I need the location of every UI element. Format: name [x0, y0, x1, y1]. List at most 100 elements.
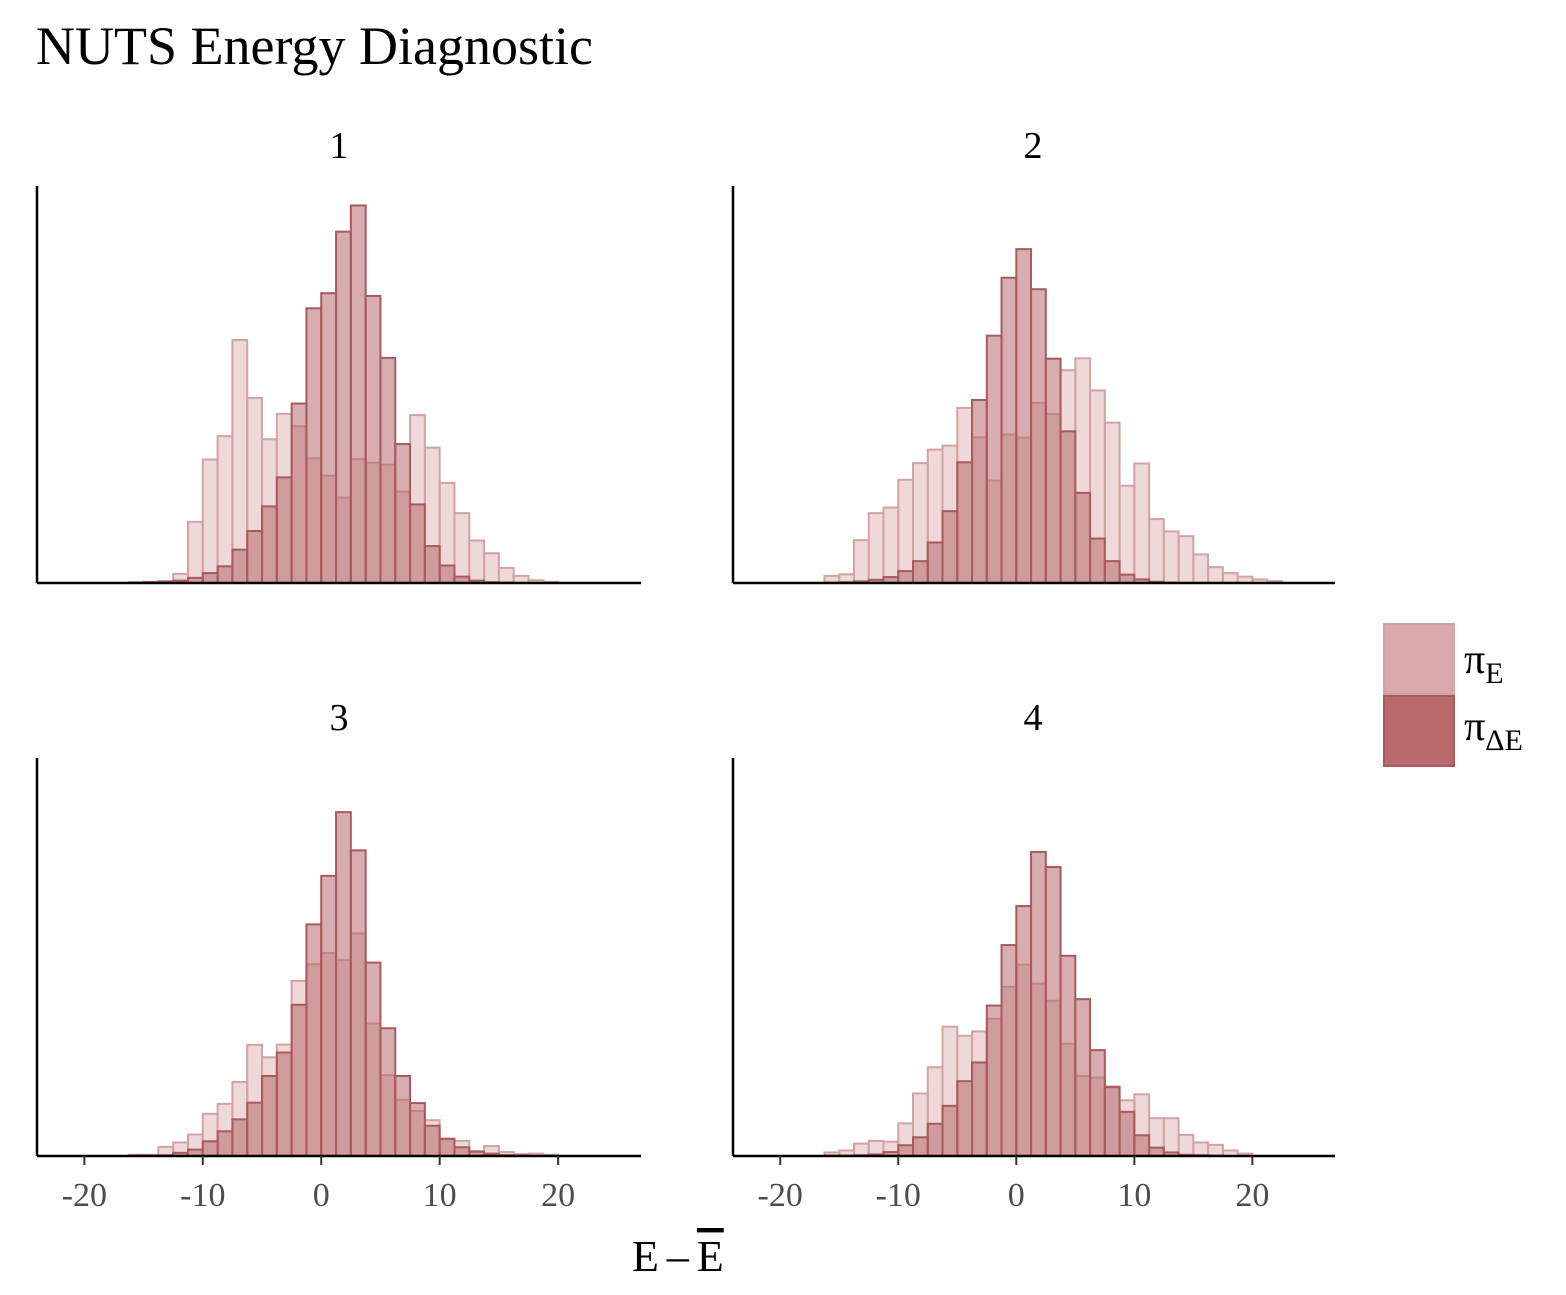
panel-2: 2 [731, 125, 1335, 585]
panel-1: 1 [35, 125, 641, 585]
bar-pi-delta-e [290, 402, 308, 584]
bar-pi-delta-e [320, 874, 338, 1157]
bar-pi-e [216, 435, 234, 584]
bar-pi-e [867, 512, 885, 584]
bar-pi-e [1177, 535, 1195, 584]
bar-pi-e [1162, 1117, 1180, 1157]
bar-pi-delta-e [335, 230, 352, 584]
x-tick-label: 20 [541, 1177, 575, 1214]
bar-pi-delta-e [1074, 998, 1092, 1157]
bar-pi-delta-e [926, 1122, 944, 1157]
x-tick-label: -10 [876, 1177, 921, 1214]
bar-pi-e [497, 566, 515, 585]
bar-pi-delta-e [1059, 954, 1077, 1158]
panel-3: 3 -20 -10 0 10 20 [35, 697, 641, 1214]
bar-pi-delta-e [246, 1101, 264, 1157]
x-tick-label: -20 [62, 1177, 107, 1214]
x-axis-title: E – E [632, 1232, 724, 1281]
bar-pi-delta-e [438, 1137, 456, 1157]
legend-key-pi-e [1383, 623, 1455, 695]
bar-pi-delta-e [231, 548, 249, 584]
facet-panels: 1 2 3 -20 -10 0 10 20 4 -20 -10 0 10 20 [35, 125, 1335, 1214]
bar-pi-e [1221, 572, 1239, 585]
bar-pi-e [1207, 566, 1224, 584]
facet-label-1: 1 [330, 125, 349, 167]
bar-pi-delta-e [290, 1003, 308, 1158]
legend-key-pi-delta-e [1383, 695, 1455, 767]
bar-pi-e [852, 539, 870, 585]
x-axis-title-dash: – [666, 1232, 690, 1281]
bar-pi-delta-e [1044, 357, 1062, 584]
bar-pi-e [483, 552, 500, 584]
bar-pi-delta-e [1015, 248, 1033, 585]
bar-pi-e [1148, 518, 1165, 585]
bar-pi-delta-e [897, 1144, 915, 1158]
bar-pi-e [1177, 1133, 1195, 1158]
bar-pi-delta-e [261, 505, 278, 584]
bar-pi-delta-e [1133, 1134, 1151, 1157]
bar-pi-delta-e [305, 923, 323, 1158]
bar-pi-e [453, 512, 471, 584]
x-tick-label: 0 [1008, 1177, 1025, 1214]
bar-pi-delta-e [261, 1075, 278, 1157]
bar-pi-delta-e [201, 572, 219, 585]
bar-pi-delta-e [423, 1124, 441, 1157]
bar-pi-e [897, 478, 915, 584]
bar-pi-e [1192, 1141, 1210, 1158]
bar-pi-delta-e [1148, 1146, 1165, 1157]
bar-pi-e [1192, 553, 1210, 585]
bar-pi-delta-e [1059, 430, 1077, 585]
bar-pi-delta-e [956, 461, 974, 585]
bar-pi-delta-e [423, 545, 441, 584]
bar-pi-delta-e [409, 1102, 426, 1158]
bar-pi-delta-e [349, 849, 367, 1157]
bar-pi-delta-e [1118, 573, 1136, 585]
bar-pi-delta-e [394, 1075, 412, 1157]
bar-pi-delta-e [275, 1051, 293, 1158]
bar-pi-delta-e [941, 1104, 959, 1158]
x-tick-label: 20 [1235, 1177, 1269, 1214]
bar-pi-e [231, 339, 249, 585]
bar-pi-delta-e [275, 476, 293, 585]
chart-title: NUTS Energy Diagnostic [36, 16, 593, 76]
bar-pi-delta-e [985, 1004, 1003, 1158]
bar-pi-delta-e [1074, 491, 1092, 585]
bar-pi-delta-e [912, 1136, 929, 1157]
legend-label-pi-e: πE [1464, 637, 1504, 690]
bar-pi-delta-e [320, 292, 338, 584]
panel-4: 4 -20 -10 0 10 20 [731, 697, 1335, 1214]
x-tick-label: 10 [423, 1177, 457, 1214]
bar-pi-delta-e [453, 1146, 471, 1158]
bar-pi-e [1118, 484, 1136, 584]
x-axis-title-e: E [632, 1232, 659, 1281]
bar-pi-delta-e [379, 356, 397, 584]
bar-pi-e [468, 539, 486, 584]
bar-pi-delta-e [231, 1118, 249, 1158]
facet-label-3: 3 [330, 697, 349, 739]
bar-pi-delta-e [956, 1080, 974, 1158]
bar-pi-delta-e [1015, 905, 1033, 1158]
bar-pi-delta-e [1000, 276, 1018, 584]
bar-pi-delta-e [1118, 1110, 1136, 1158]
bar-pi-delta-e [897, 570, 915, 585]
bar-pi-e [1103, 421, 1121, 584]
bar-pi-e [852, 1142, 870, 1157]
bar-pi-e [882, 506, 900, 585]
bar-pi-delta-e [1103, 1086, 1121, 1157]
bar-pi-delta-e [394, 443, 412, 584]
bar-pi-e [187, 520, 204, 584]
bar-pi-delta-e [216, 1130, 234, 1157]
legend: πE πΔE [1383, 623, 1523, 767]
bar-pi-delta-e [201, 1140, 219, 1158]
x-tick-label: 0 [313, 1177, 330, 1214]
bar-pi-delta-e [1089, 1049, 1106, 1157]
bar-pi-delta-e [1044, 866, 1062, 1157]
bar-pi-delta-e [349, 204, 367, 584]
bar-pi-e [1133, 462, 1151, 584]
bar-pi-e [1207, 1143, 1224, 1157]
bar-pi-delta-e [1103, 560, 1121, 584]
bar-pi-delta-e [409, 503, 426, 585]
facet-label-4: 4 [1024, 697, 1043, 739]
bar-pi-delta-e [985, 334, 1003, 584]
